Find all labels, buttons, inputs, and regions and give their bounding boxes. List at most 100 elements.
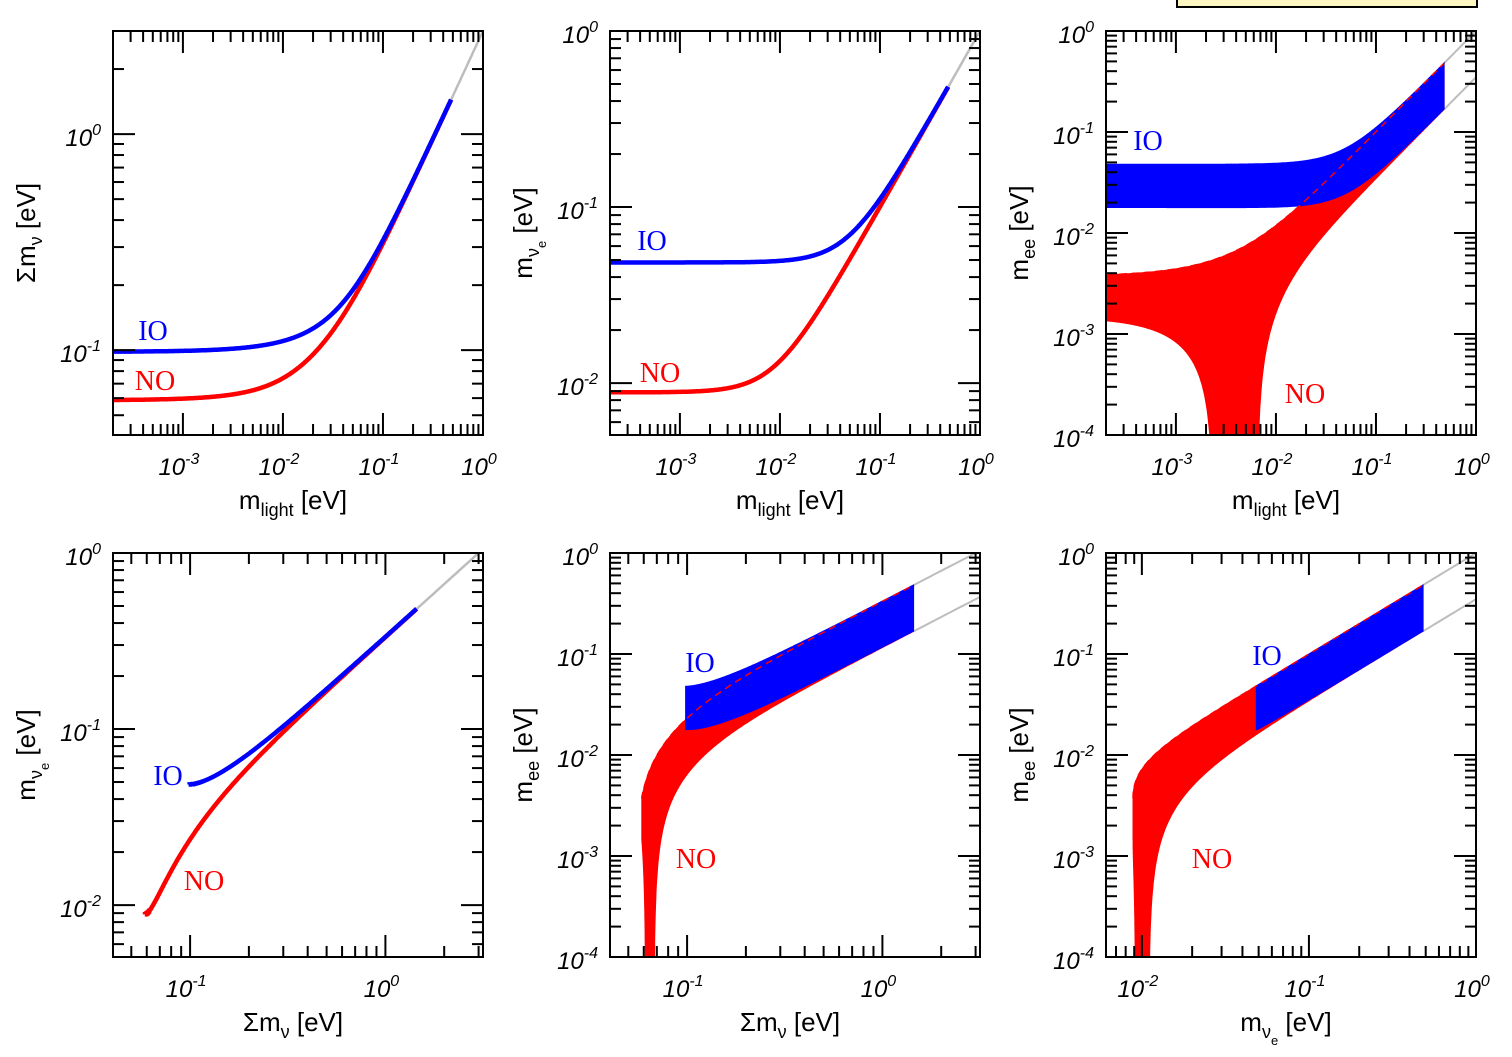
tick-exponent: -3 bbox=[1178, 451, 1192, 468]
y-tick-label: 10-2 bbox=[60, 893, 101, 923]
tick-exponent: -2 bbox=[285, 451, 299, 468]
io-band bbox=[1106, 61, 1445, 209]
label-text: m bbox=[508, 781, 538, 803]
y-tick-label: 10-2 bbox=[557, 743, 598, 773]
tick-base: 10 bbox=[655, 454, 682, 481]
io-label: IO bbox=[1133, 126, 1163, 157]
tick-base: 10 bbox=[557, 746, 584, 773]
tick-base: 10 bbox=[1058, 22, 1085, 49]
y-tick-label: 10-2 bbox=[557, 371, 598, 401]
tick-base: 10 bbox=[557, 198, 584, 225]
tick-exponent: -1 bbox=[584, 642, 598, 659]
tick-base: 10 bbox=[1053, 645, 1080, 672]
label-text: m bbox=[508, 257, 538, 279]
asymptote-lower-line bbox=[1422, 598, 1476, 633]
y-tick-label: 100 bbox=[1058, 541, 1094, 571]
no-label: NO bbox=[184, 866, 224, 897]
label-text: [eV] bbox=[294, 485, 347, 515]
subscript: e bbox=[37, 763, 52, 770]
tick-base: 10 bbox=[158, 454, 185, 481]
tick-exponent: 0 bbox=[92, 122, 101, 139]
tick-base: 10 bbox=[557, 948, 584, 975]
tick-base: 10 bbox=[861, 976, 888, 1003]
tick-exponent: -2 bbox=[584, 371, 598, 388]
io-curve bbox=[610, 85, 951, 265]
label-text: [eV] bbox=[1004, 185, 1034, 238]
asymptote-lower-line bbox=[913, 595, 980, 633]
tick-exponent: -2 bbox=[87, 893, 101, 910]
subscript: e bbox=[1271, 1033, 1278, 1048]
tick-base: 10 bbox=[1151, 454, 1178, 481]
x-tick-label: 10-2 bbox=[258, 451, 299, 481]
tick-exponent: -2 bbox=[782, 451, 796, 468]
x-tick-label: 10-1 bbox=[1352, 451, 1393, 481]
tick-exponent: -3 bbox=[584, 844, 598, 861]
label-text: [eV] bbox=[1004, 707, 1034, 760]
label-text: [eV] bbox=[1287, 485, 1340, 515]
subscript: ν bbox=[26, 770, 46, 779]
tick-exponent: -2 bbox=[584, 743, 598, 760]
y-tick-label: 10-1 bbox=[60, 338, 101, 368]
label-text: m bbox=[1004, 259, 1034, 281]
io-label: IO bbox=[685, 648, 715, 679]
subscript: ee bbox=[1019, 239, 1039, 259]
tick-exponent: -1 bbox=[1311, 973, 1325, 990]
x-tick-label: 100 bbox=[461, 451, 497, 481]
label-text: m bbox=[239, 485, 261, 515]
no-upper-dashed-line bbox=[1106, 62, 1445, 276]
tick-base: 10 bbox=[1117, 976, 1144, 1003]
plot-area bbox=[113, 31, 483, 403]
no-label: NO bbox=[1285, 379, 1325, 410]
y-tick-label: 100 bbox=[65, 541, 101, 571]
tick-exponent: -4 bbox=[584, 945, 598, 962]
tick-base: 10 bbox=[1053, 123, 1080, 150]
x-tick-label: 10-1 bbox=[166, 973, 207, 1003]
tick-exponent: 0 bbox=[1481, 451, 1490, 468]
tick-base: 10 bbox=[1454, 454, 1481, 481]
subscript: ee bbox=[523, 761, 543, 781]
x-axis-label: mlight [eV] bbox=[736, 485, 844, 520]
label-text: [eV] bbox=[1278, 1007, 1331, 1037]
tick-base: 10 bbox=[258, 454, 285, 481]
label-text: Σm bbox=[243, 1007, 281, 1037]
tick-exponent: -1 bbox=[882, 451, 896, 468]
tick-base: 10 bbox=[1053, 224, 1080, 251]
tick-base: 10 bbox=[562, 22, 589, 49]
y-tick-label: 10-1 bbox=[557, 642, 598, 672]
y-tick-label: 10-1 bbox=[1053, 120, 1094, 150]
label-text: [eV] bbox=[11, 709, 41, 762]
subscript: ν bbox=[778, 1022, 787, 1042]
tick-exponent: 0 bbox=[92, 541, 101, 558]
subscript: light bbox=[261, 500, 294, 520]
tick-base: 10 bbox=[557, 847, 584, 874]
tick-base: 10 bbox=[1352, 454, 1379, 481]
tick-exponent: -4 bbox=[1080, 423, 1094, 440]
tick-base: 10 bbox=[461, 454, 488, 481]
io-curve bbox=[187, 607, 419, 787]
tick-exponent: -1 bbox=[689, 973, 703, 990]
io-band bbox=[1255, 584, 1424, 731]
label-text: m bbox=[1240, 1007, 1262, 1037]
plot-area bbox=[142, 553, 481, 917]
tick-base: 10 bbox=[562, 544, 589, 571]
label-text: [eV] bbox=[508, 707, 538, 760]
y-tick-label: 100 bbox=[1058, 19, 1094, 49]
label-text: m bbox=[11, 779, 41, 801]
panel-3: 10-3 10-2 10-1 10010-410-310-210-1100mlight… bbox=[1004, 19, 1490, 520]
tick-base: 10 bbox=[359, 454, 386, 481]
tick-base: 10 bbox=[65, 544, 92, 571]
x-tick-label: 10-1 bbox=[856, 451, 897, 481]
tick-exponent: -3 bbox=[1080, 844, 1094, 861]
y-tick-label: 10-2 bbox=[1053, 743, 1094, 773]
tick-exponent: -3 bbox=[185, 451, 199, 468]
x-tick-label: 10-3 bbox=[1151, 451, 1192, 481]
tick-base: 10 bbox=[557, 645, 584, 672]
tick-base: 10 bbox=[60, 341, 87, 368]
tick-base: 10 bbox=[557, 374, 584, 401]
no-upper-dashed-line bbox=[641, 584, 914, 799]
plot-area bbox=[610, 31, 980, 395]
y-axis-label: mee [eV] bbox=[1004, 185, 1039, 280]
subscript: light bbox=[758, 500, 791, 520]
